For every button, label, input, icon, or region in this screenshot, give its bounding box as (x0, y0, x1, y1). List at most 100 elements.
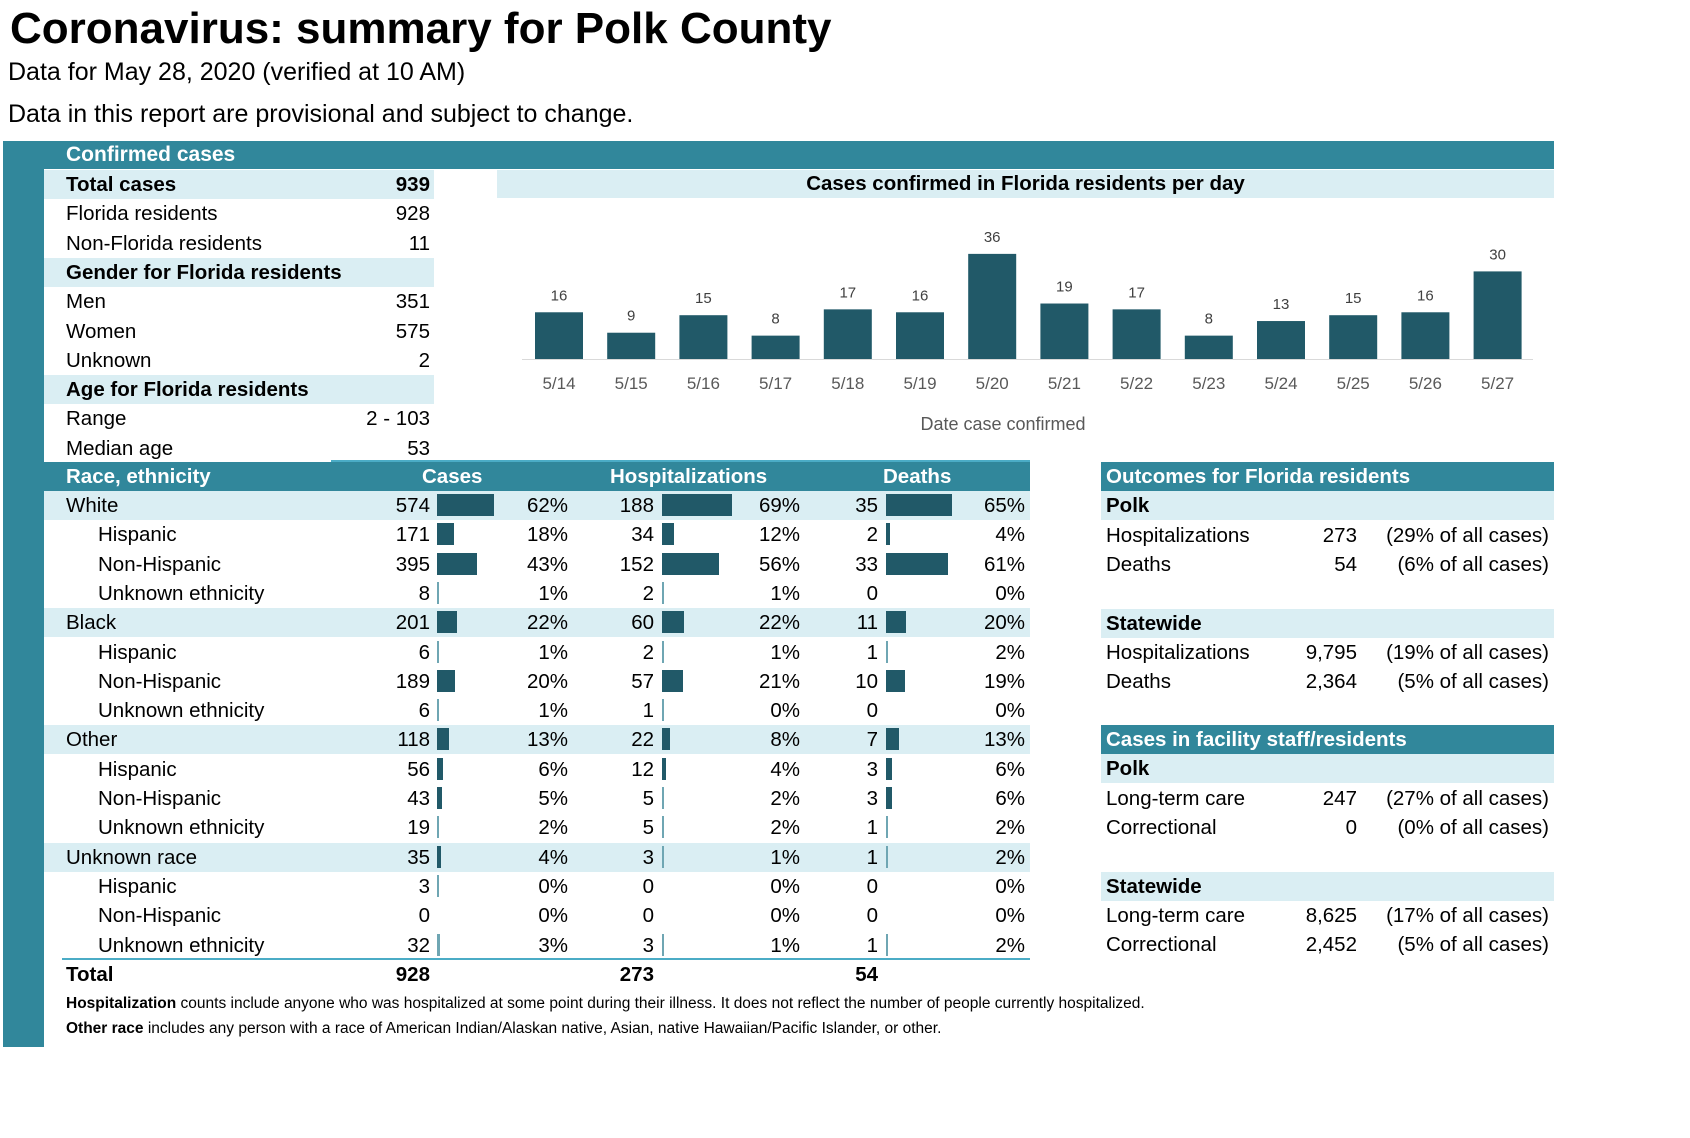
x-tick-label: 5/17 (759, 374, 792, 393)
data-label: 17 (839, 284, 856, 301)
row-label: Unknown (66, 348, 152, 372)
cases-bar (437, 816, 439, 839)
hosp-percent: 8% (770, 728, 800, 752)
race-label: Unknown race (66, 845, 198, 869)
race-row: Non-Hispanic 189 20% 57 21% 10 19% (44, 667, 1030, 696)
race-row: White 574 62% 188 69% 35 65% (44, 491, 1030, 520)
total-rule (62, 957, 1030, 960)
hosp-bar (662, 933, 664, 956)
hosp-count: 22 (631, 728, 654, 752)
hosp-percent: 0% (770, 874, 800, 898)
deaths-bar (886, 552, 949, 575)
race-label: Hispanic (98, 757, 177, 781)
cases-bar (437, 728, 449, 751)
hosp-bar (662, 728, 671, 751)
cases-count: 118 (397, 728, 430, 752)
facility-header: Cases in facility staff/residents (1101, 725, 1554, 754)
hosp-count: 3 (642, 845, 654, 869)
hosp-percent: 21% (758, 669, 800, 693)
footnote-text: includes any person with a race of Ameri… (143, 1020, 942, 1037)
data-label: 15 (1345, 290, 1362, 307)
cases-percent: 6% (538, 757, 568, 781)
deaths-percent: 0% (995, 699, 1025, 723)
deaths-bar (886, 787, 893, 809)
hosp-percent: 1% (770, 845, 800, 869)
row-label: Gender for Florida residents (66, 260, 342, 284)
hosp-percent: 0% (770, 699, 800, 723)
hospitalizations-col-header: Hospitalizations (610, 465, 768, 488)
cases-bar (437, 523, 454, 546)
deaths-count: 35 (855, 494, 878, 517)
data-label: 30 (1489, 246, 1506, 263)
x-tick-label: 5/26 (1409, 374, 1442, 393)
x-tick-label: 5/20 (976, 374, 1009, 393)
cases-percent: 1% (538, 581, 568, 605)
outcome-percent: (29% of all cases) (1386, 523, 1549, 547)
hosp-count: 5 (642, 816, 654, 840)
row-label: Men (66, 290, 106, 314)
bar (968, 253, 1017, 359)
deaths-count: 3 (866, 787, 878, 810)
bar (896, 312, 944, 359)
race-row: Unknown ethnicity 6 1% 1 0% 0 0% (44, 696, 1030, 725)
group-name: Polk (1106, 494, 1150, 518)
hosp-percent: 12% (758, 523, 800, 547)
cases-count: 574 (395, 494, 430, 517)
left-accent-strip (3, 141, 44, 1047)
race-label: Other (66, 728, 118, 752)
deaths-count: 2 (866, 523, 878, 547)
row-label: Florida residents (66, 202, 218, 226)
cases-count: 56 (407, 757, 430, 781)
outcome-row: Deaths 54 (6% of all cases) (1101, 550, 1554, 579)
deaths-count: 1 (866, 933, 878, 957)
deaths-count: 3 (866, 757, 878, 781)
deaths-bar (886, 757, 893, 780)
hosp-count: 1 (642, 699, 654, 723)
cases-count: 35 (407, 845, 430, 869)
race-label: White (66, 494, 119, 517)
cases-percent: 1% (538, 699, 568, 723)
cases-percent: 5% (538, 787, 568, 810)
hosp-percent: 2% (770, 816, 800, 840)
hosp-percent: 2% (770, 787, 800, 810)
deaths-count: 10 (855, 669, 878, 693)
deaths-bar (886, 523, 891, 546)
hosp-count: 0 (642, 904, 654, 928)
confirmed-row: Age for Florida residents (44, 375, 434, 405)
deaths-count: 7 (866, 728, 878, 752)
section-title: Cases in facility staff/residents (1106, 728, 1407, 751)
deaths-percent: 61% (983, 552, 1025, 576)
race-row: Unknown ethnicity 8 1% 2 1% 0 0% (44, 579, 1030, 608)
footnote: Other race includes any person with a ra… (66, 1020, 941, 1038)
deaths-percent: 2% (995, 816, 1025, 840)
cases-percent: 20% (526, 669, 568, 693)
outcome-value: 8,625 (1305, 903, 1357, 927)
group-name: Statewide (1106, 611, 1202, 635)
row-value: 575 (395, 319, 430, 343)
x-tick-label: 5/23 (1192, 374, 1225, 393)
x-tick-label: 5/16 (687, 374, 720, 393)
confirmed-row: Non-Florida residents 11 (44, 229, 434, 258)
x-tick-label: 5/15 (615, 374, 648, 393)
provisional-note: Data in this report are provisional and … (8, 100, 634, 128)
race-top-rule (331, 460, 1030, 463)
race-label: Hispanic (98, 523, 177, 547)
bar (1401, 312, 1450, 359)
bar (679, 315, 728, 359)
bar (823, 309, 872, 359)
outcome-value: 247 (1322, 786, 1357, 810)
deaths-percent: 2% (995, 845, 1025, 869)
race-label: Hispanic (98, 640, 177, 664)
race-label: Unknown ethnicity (98, 581, 265, 605)
outcome-row: Deaths 2,364 (5% of all cases) (1101, 667, 1554, 696)
deaths-percent: 0% (995, 904, 1025, 928)
deaths-count: 1 (866, 845, 878, 869)
hosp-bar (662, 552, 720, 575)
race-row: Non-Hispanic 0 0% 0 0% 0 0% (44, 901, 1030, 930)
deaths-percent: 2% (995, 640, 1025, 664)
race-col-header: Race, ethnicity (66, 465, 211, 488)
cases-count: 6 (418, 640, 430, 664)
total-cases: 928 (395, 962, 430, 986)
confirmed-row: Gender for Florida residents (44, 257, 434, 287)
hosp-count: 2 (642, 581, 654, 605)
